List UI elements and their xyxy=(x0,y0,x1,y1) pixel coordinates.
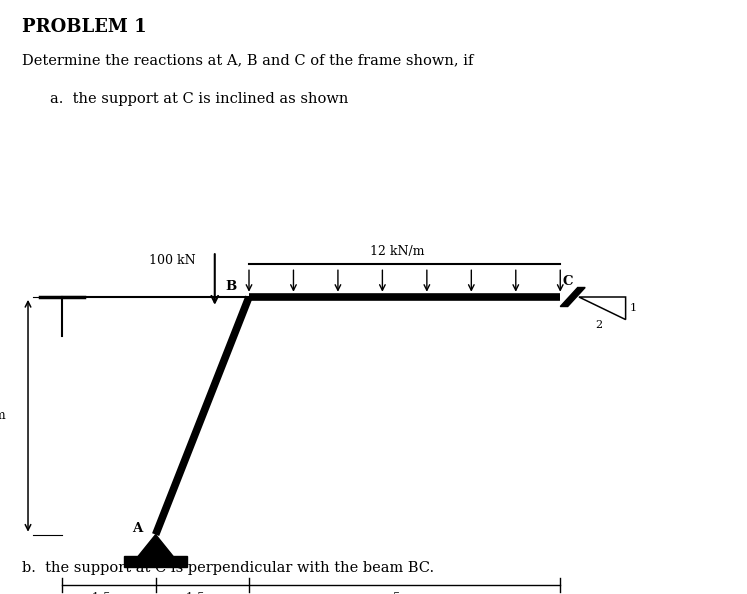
Text: 1.5 m: 1.5 m xyxy=(185,592,219,594)
Polygon shape xyxy=(138,535,173,556)
Text: 5 m: 5 m xyxy=(394,592,416,594)
Text: b.  the support at C is perpendicular with the beam BC.: b. the support at C is perpendicular wit… xyxy=(22,561,434,576)
Text: 2: 2 xyxy=(595,320,603,330)
Text: PROBLEM 1: PROBLEM 1 xyxy=(22,18,146,36)
Polygon shape xyxy=(124,556,187,567)
Text: 4 m: 4 m xyxy=(0,409,6,422)
Polygon shape xyxy=(560,287,585,307)
Text: 1: 1 xyxy=(629,304,636,313)
Text: 12 kN/m: 12 kN/m xyxy=(371,245,425,258)
Text: C: C xyxy=(562,275,573,288)
Text: 1.5 m: 1.5 m xyxy=(92,592,125,594)
Text: Determine the reactions at A, B and C of the frame shown, if: Determine the reactions at A, B and C of… xyxy=(22,53,473,68)
Text: a.  the support at C is inclined as shown: a. the support at C is inclined as shown xyxy=(50,92,348,106)
Text: B: B xyxy=(226,280,237,293)
Text: 100 kN: 100 kN xyxy=(149,254,196,267)
Text: A: A xyxy=(132,522,142,535)
